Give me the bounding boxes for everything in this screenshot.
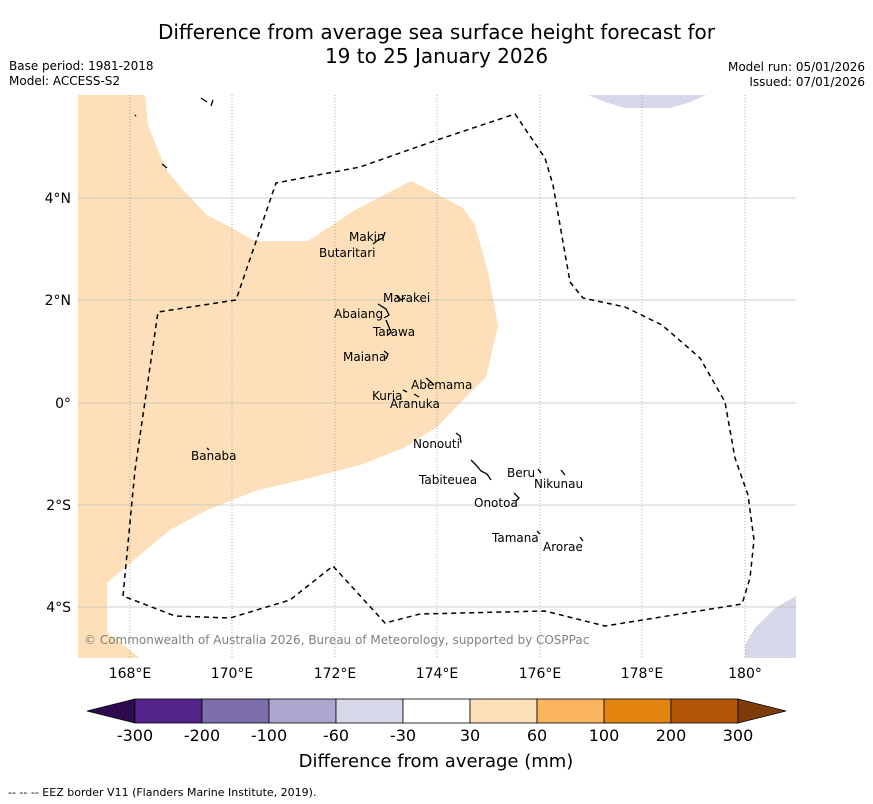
island-label-arorae: Arorae <box>543 540 583 554</box>
lon-tick-label: 180° <box>728 666 762 682</box>
colorbar-segment <box>603 698 672 724</box>
longitude-gridlines <box>129 95 746 658</box>
colorbar-segment <box>536 698 605 724</box>
lat-tick-label: 4°N <box>45 191 71 207</box>
island-label-abaiang: Abaiang <box>334 307 383 321</box>
island-label-banaba: Banaba <box>191 449 237 463</box>
island-label-tamana: Tamana <box>491 531 539 545</box>
island-label-tabiteuea: Tabiteuea <box>418 473 477 487</box>
colorbar-segment <box>201 698 270 724</box>
base-period: Base period: 1981-2018 <box>9 59 154 73</box>
island-outlines <box>134 97 584 542</box>
colorbar-tick-label: -300 <box>117 726 153 745</box>
model-run: Model run: 05/01/2026 <box>727 60 865 74</box>
colorbar-tick-label: 30 <box>460 726 480 745</box>
island-label-abemama: Abemama <box>411 378 472 392</box>
colorbar-tick-label: -30 <box>390 726 416 745</box>
meta-right: Model run: 05/01/2026 Issued: 07/01/2026 <box>728 60 865 90</box>
meta-left: Base period: 1981-2018 Model: ACCESS-S2 <box>9 59 154 89</box>
lat-tick-label: 0° <box>55 396 71 412</box>
island-label-kuria: Kuria <box>372 389 403 403</box>
island-label-nonouti: Nonouti <box>413 437 460 451</box>
lon-tick-label: 170°E <box>211 666 254 682</box>
colorbar-segment <box>670 698 739 724</box>
title-line-1: Difference from average sea surface heig… <box>157 20 716 44</box>
island-label-makin: Makin <box>349 230 385 244</box>
lon-tick-label: 168°E <box>109 666 152 682</box>
lon-tick-label: 178°E <box>621 666 664 682</box>
colorbar <box>86 698 787 724</box>
island-label-aranuka: Aranuka <box>390 397 440 411</box>
eez-border <box>122 113 755 627</box>
colorbar-tick-label: 300 <box>723 726 754 745</box>
island-label-butaritari: Butaritari <box>319 246 376 260</box>
chart-title: Difference from average sea surface heig… <box>0 20 873 68</box>
positive-anomaly-area <box>78 95 498 658</box>
lon-tick-label: 172°E <box>314 666 357 682</box>
lat-tick-label: 4°S <box>46 600 71 616</box>
colorbar-extend-high <box>737 698 787 724</box>
colorbar-tick-label: -100 <box>251 726 287 745</box>
negative-anomaly-area-north <box>588 95 706 108</box>
lon-tick-label: 174°E <box>416 666 459 682</box>
title-line-2: 19 to 25 January 2026 <box>324 44 549 68</box>
island-label-beru: Beru <box>507 466 535 480</box>
colorbar-segment <box>469 698 538 724</box>
lat-tick-label: 2°S <box>46 498 71 514</box>
issued-date: Issued: 07/01/2026 <box>749 75 865 89</box>
colorbar-tick-label: 200 <box>656 726 687 745</box>
colorbar-label: Difference from average (mm) <box>299 751 574 772</box>
colorbar-segment <box>402 698 471 724</box>
colorbar-tick-labels: -300 -200 -100 -60 -30 30 60 100 200 300 <box>117 726 753 745</box>
island-label-nikunau: Nikunau <box>534 477 583 491</box>
lat-tick-label: 2°N <box>45 293 71 309</box>
colorbar-tick-label: 100 <box>589 726 620 745</box>
latitude-tick-labels: 4°N 2°N 0° 2°S 4°S <box>45 191 72 616</box>
longitude-tick-labels: 168°E 170°E 172°E 174°E 176°E 178°E 180° <box>109 666 762 682</box>
eez-footnote: -- -- -- EEZ border V11 (Flanders Marine… <box>8 786 317 799</box>
colorbar-segment <box>335 698 404 724</box>
colorbar-tick-label: -60 <box>323 726 349 745</box>
island-label-onotoa: Onotoa <box>474 496 518 510</box>
island-label-maiana: Maiana <box>343 350 386 364</box>
colorbar-extend-low <box>86 698 136 724</box>
colorbar-tick-label: 60 <box>527 726 547 745</box>
island-label-marakei: Marakei <box>383 291 430 305</box>
colorbar-segment <box>134 698 203 724</box>
colorbar-segment <box>268 698 337 724</box>
island-label-tarawa: Tarawa <box>372 325 415 339</box>
copyright-text: © Commonwealth of Australia 2026, Bureau… <box>84 633 589 647</box>
lon-tick-label: 176°E <box>519 666 562 682</box>
negative-anomaly-area-southeast <box>745 596 796 658</box>
model-name: Model: ACCESS-S2 <box>9 74 121 88</box>
colorbar-tick-label: -200 <box>184 726 220 745</box>
